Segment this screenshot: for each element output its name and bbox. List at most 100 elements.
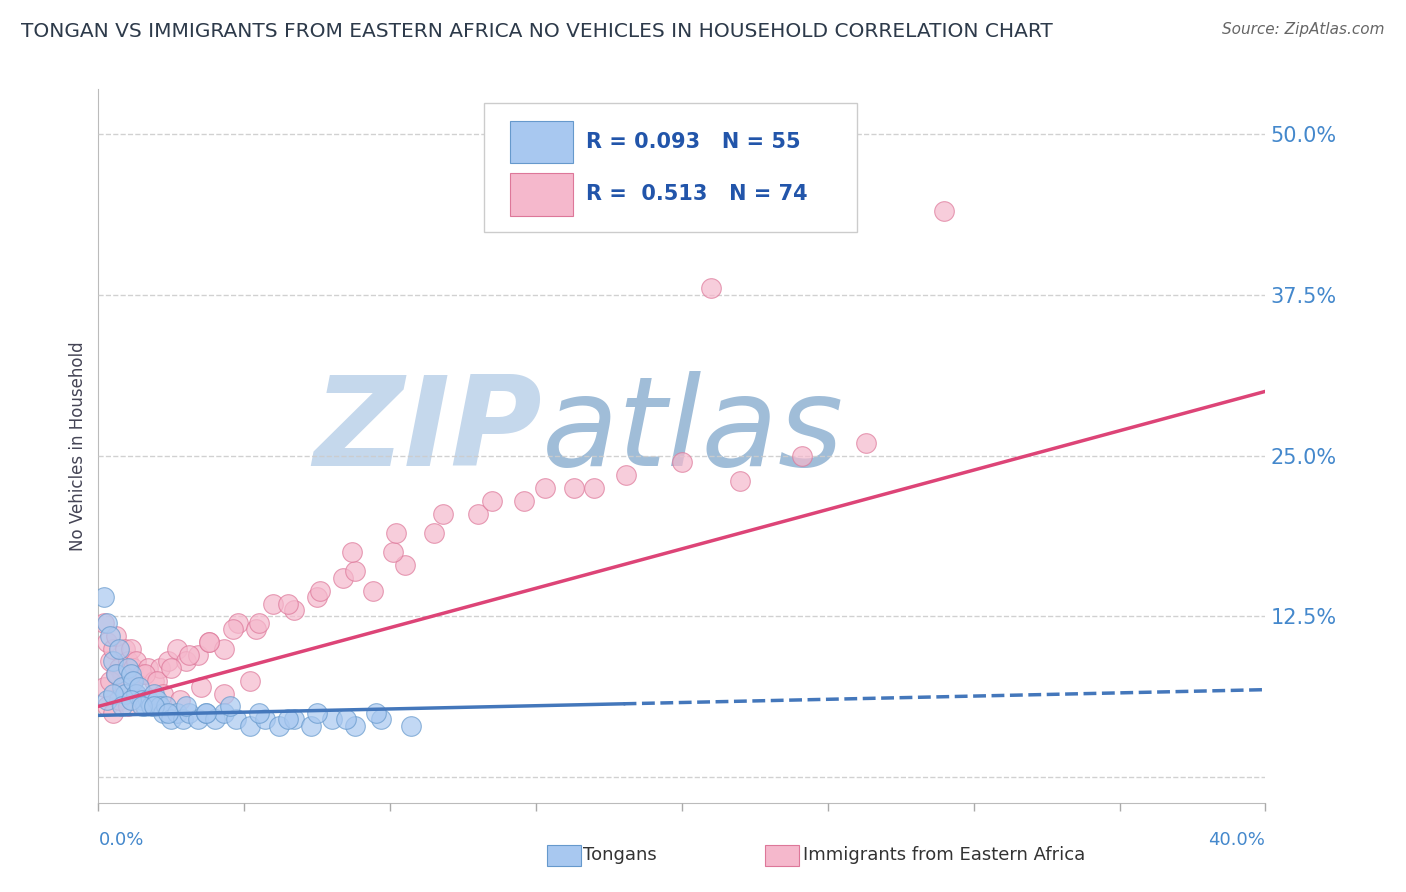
Point — [212, 641, 235, 656]
Point — [96, 699, 118, 714]
Point — [172, 712, 194, 726]
Point — [309, 583, 332, 598]
Point — [166, 706, 188, 720]
Point — [142, 686, 165, 700]
Text: R = 0.093   N = 55: R = 0.093 N = 55 — [586, 132, 801, 152]
Point — [98, 673, 121, 688]
Point — [101, 654, 124, 668]
FancyBboxPatch shape — [510, 173, 574, 216]
Point — [364, 706, 387, 720]
Point — [187, 648, 209, 662]
Point — [204, 712, 226, 726]
Point — [198, 635, 221, 649]
Point — [157, 654, 180, 668]
Point — [307, 590, 329, 604]
Point — [394, 558, 416, 572]
Point — [120, 641, 142, 656]
Point — [160, 661, 183, 675]
Point — [108, 641, 131, 656]
Point — [117, 661, 139, 675]
Point — [169, 693, 191, 707]
Point — [344, 565, 367, 579]
Y-axis label: No Vehicles in Household: No Vehicles in Household — [69, 341, 87, 551]
Point — [533, 481, 555, 495]
Point — [283, 603, 305, 617]
Point — [225, 712, 247, 726]
Point — [198, 635, 221, 649]
Point — [101, 641, 124, 656]
Point — [117, 654, 139, 668]
Point — [174, 654, 197, 668]
Point — [152, 706, 174, 720]
Point — [174, 699, 197, 714]
Point — [114, 680, 136, 694]
Point — [934, 204, 956, 219]
Point — [247, 615, 270, 630]
Point — [120, 667, 142, 681]
Point — [432, 507, 454, 521]
Point — [125, 686, 148, 700]
Point — [342, 545, 364, 559]
Point — [157, 706, 180, 720]
Point — [128, 680, 150, 694]
Point — [253, 712, 276, 726]
Point — [149, 661, 172, 675]
Point — [177, 648, 200, 662]
Point — [152, 686, 174, 700]
Text: Tongans: Tongans — [583, 847, 657, 864]
Point — [146, 673, 169, 688]
Point — [221, 622, 243, 636]
Point — [98, 654, 121, 668]
Point — [299, 719, 322, 733]
Text: 40.0%: 40.0% — [1209, 831, 1265, 849]
Point — [131, 667, 153, 681]
Point — [481, 493, 503, 508]
Point — [228, 615, 250, 630]
Point — [190, 680, 212, 694]
Point — [361, 583, 384, 598]
Point — [562, 481, 585, 495]
Point — [142, 673, 165, 688]
Point — [423, 525, 446, 540]
Point — [146, 693, 169, 707]
Point — [399, 719, 422, 733]
Point — [136, 693, 159, 707]
Point — [616, 467, 638, 482]
Text: R =  0.513   N = 74: R = 0.513 N = 74 — [586, 184, 808, 204]
Point — [247, 706, 270, 720]
Point — [111, 667, 134, 681]
Point — [111, 699, 134, 714]
Point — [125, 686, 148, 700]
Point — [117, 699, 139, 714]
Point — [149, 699, 172, 714]
Text: ZIP: ZIP — [314, 371, 541, 492]
Point — [344, 719, 367, 733]
Text: atlas: atlas — [541, 371, 844, 492]
Point — [382, 545, 405, 559]
Point — [131, 693, 153, 707]
Point — [239, 719, 262, 733]
Point — [277, 597, 299, 611]
Point — [104, 629, 127, 643]
FancyBboxPatch shape — [484, 103, 856, 232]
Point — [134, 699, 156, 714]
Point — [96, 615, 118, 630]
Point — [218, 699, 240, 714]
Point — [114, 641, 136, 656]
FancyBboxPatch shape — [510, 121, 574, 163]
Point — [131, 699, 153, 714]
Point — [122, 673, 145, 688]
Point — [283, 712, 305, 726]
Point — [101, 686, 124, 700]
Point — [790, 449, 813, 463]
Point — [96, 693, 118, 707]
Point — [98, 629, 121, 643]
Point — [195, 706, 218, 720]
Text: Immigrants from Eastern Africa: Immigrants from Eastern Africa — [803, 847, 1085, 864]
Point — [108, 661, 131, 675]
Point — [104, 667, 127, 681]
Point — [385, 525, 408, 540]
Point — [120, 693, 142, 707]
Point — [142, 699, 165, 714]
Point — [187, 712, 209, 726]
